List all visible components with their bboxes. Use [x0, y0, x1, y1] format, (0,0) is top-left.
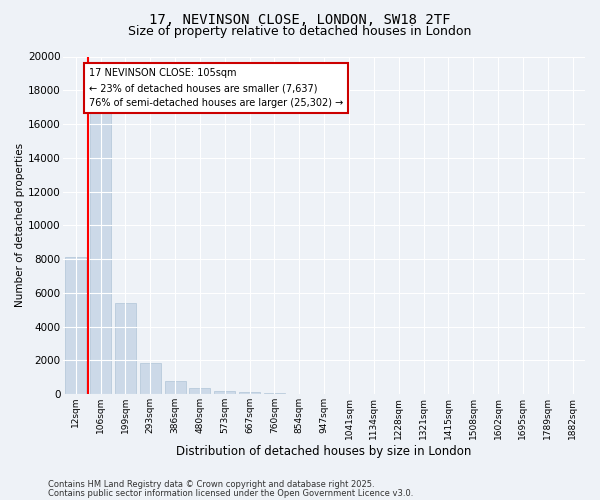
Text: Contains public sector information licensed under the Open Government Licence v3: Contains public sector information licen… — [48, 489, 413, 498]
Bar — [140, 363, 161, 394]
Text: Contains HM Land Registry data © Crown copyright and database right 2025.: Contains HM Land Registry data © Crown c… — [48, 480, 374, 489]
Y-axis label: Number of detached properties: Number of detached properties — [15, 143, 25, 308]
Bar — [190, 388, 211, 394]
Text: Size of property relative to detached houses in London: Size of property relative to detached ho… — [128, 25, 472, 38]
Text: 17, NEVINSON CLOSE, LONDON, SW18 2TF: 17, NEVINSON CLOSE, LONDON, SW18 2TF — [149, 12, 451, 26]
Bar — [239, 392, 260, 394]
Bar — [90, 112, 111, 394]
Bar — [264, 393, 285, 394]
Text: 17 NEVINSON CLOSE: 105sqm
← 23% of detached houses are smaller (7,637)
76% of se: 17 NEVINSON CLOSE: 105sqm ← 23% of detac… — [89, 68, 343, 108]
X-axis label: Distribution of detached houses by size in London: Distribution of detached houses by size … — [176, 444, 472, 458]
Bar — [115, 303, 136, 394]
Bar — [65, 258, 86, 394]
Bar — [214, 390, 235, 394]
Title: 17, NEVINSON CLOSE, LONDON, SW18 2TF
Size of property relative to detached house: 17, NEVINSON CLOSE, LONDON, SW18 2TF Siz… — [0, 499, 1, 500]
Bar — [164, 382, 185, 394]
